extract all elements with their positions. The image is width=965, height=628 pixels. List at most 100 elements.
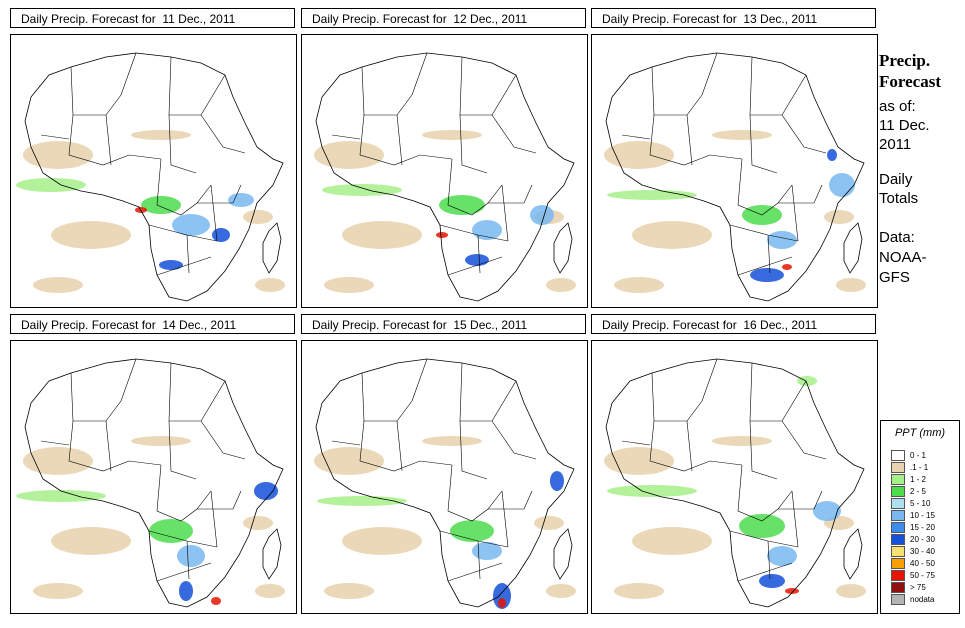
dry-area	[614, 583, 664, 599]
country-border	[186, 540, 190, 580]
dry-area	[422, 436, 482, 446]
rain-area	[177, 545, 205, 567]
legend-label: .1 - 1	[910, 463, 929, 472]
country-border	[200, 420, 246, 460]
continent-outline	[605, 358, 865, 608]
dry-area	[243, 516, 273, 530]
rain-area	[228, 193, 254, 207]
legend-swatch	[891, 510, 905, 521]
country-border	[411, 358, 428, 402]
rain-area	[159, 260, 183, 270]
legend-swatch	[891, 498, 905, 509]
country-border	[361, 372, 413, 422]
dry-area	[632, 527, 712, 555]
country-border	[781, 114, 827, 154]
rain-area	[172, 214, 210, 236]
forecast-date-line1: 11 Dec.	[879, 117, 930, 134]
rain-area	[607, 485, 697, 497]
country-border	[447, 256, 503, 276]
madagascar-outline	[843, 528, 863, 580]
legend-label: > 75	[910, 583, 926, 592]
country-border	[686, 420, 693, 472]
country-border	[105, 114, 112, 166]
panel-title: Daily Precip. Forecast for 12 Dec., 2011	[301, 8, 586, 28]
panel-title: Daily Precip. Forecast for 13 Dec., 2011	[591, 8, 876, 28]
legend-label: 5 - 10	[910, 499, 931, 508]
country-border	[459, 362, 517, 422]
panel-title: Daily Precip. Forecast for 11 Dec., 2011	[10, 8, 295, 28]
rain-area	[149, 519, 193, 543]
dry-area	[23, 447, 93, 475]
madagascar-outline	[262, 528, 282, 580]
rain-area	[607, 190, 697, 200]
dry-area	[604, 447, 674, 475]
heading-forecast: Forecast	[879, 72, 941, 91]
continent-outline	[605, 52, 865, 302]
country-border	[197, 184, 242, 204]
rain-area	[179, 581, 193, 601]
dry-area	[255, 584, 285, 598]
legend-title: PPT (mm)	[894, 427, 946, 439]
legend-label: 10 - 15	[910, 511, 935, 520]
country-border	[70, 372, 122, 422]
rain-area	[785, 588, 799, 594]
legend-swatch	[891, 474, 905, 485]
rain-area	[317, 496, 407, 506]
continent-outline	[24, 358, 284, 608]
country-border	[168, 362, 226, 422]
madagascar-outline	[553, 222, 573, 274]
legend-label: 15 - 20	[910, 523, 935, 532]
country-border	[686, 114, 693, 166]
dry-area	[51, 221, 131, 249]
dry-area	[342, 527, 422, 555]
country-border	[459, 420, 488, 480]
panel-title: Daily Precip. Forecast for 15 Dec., 2011	[301, 314, 586, 334]
country-border	[491, 420, 537, 460]
legend-swatch	[891, 486, 905, 497]
dry-area	[546, 278, 576, 292]
forecast-panel-5: Daily Precip. Forecast for 15 Dec., 2011	[301, 314, 588, 614]
precip-legend: PPT (mm) 0 - 1 .1 - 1 1 - 2 2 - 5 5 - 10 10 -…	[880, 420, 960, 614]
country-border	[447, 562, 503, 582]
legend-label: 30 - 40	[910, 547, 935, 556]
country-border	[737, 158, 793, 216]
country-border	[40, 440, 70, 446]
country-border	[621, 134, 651, 140]
country-border	[396, 420, 403, 472]
country-border	[331, 440, 361, 446]
country-border	[737, 464, 793, 522]
country-border	[168, 114, 197, 174]
country-border	[70, 66, 122, 116]
country-border	[186, 234, 190, 274]
panel-title: Daily Precip. Forecast for 16 Dec., 2011	[591, 314, 876, 334]
dry-area	[314, 447, 384, 475]
rain-area	[472, 542, 502, 560]
rain-area	[465, 254, 489, 266]
country-border	[396, 114, 403, 166]
rain-area	[750, 268, 784, 282]
dry-area	[836, 278, 866, 292]
legend-label: 0 - 1	[910, 451, 927, 460]
rain-area	[16, 178, 86, 192]
dry-area	[23, 141, 93, 169]
country-border	[459, 114, 488, 174]
country-border	[651, 372, 703, 422]
rain-area	[759, 574, 785, 588]
dry-area	[604, 141, 674, 169]
country-border	[68, 114, 162, 166]
data-source-line1: Data:	[879, 229, 915, 246]
legend-label: 40 - 50	[910, 559, 935, 568]
rain-area	[450, 520, 494, 542]
rain-area	[212, 228, 230, 242]
country-border	[477, 540, 481, 580]
dry-area	[534, 516, 564, 530]
legend-swatch	[891, 450, 905, 461]
rain-area	[530, 205, 554, 225]
country-border	[477, 234, 481, 274]
country-border	[120, 358, 137, 402]
dry-area	[712, 130, 772, 140]
totals-line1: Daily	[879, 171, 913, 188]
rain-area	[767, 231, 797, 249]
forecast-panel-4: Daily Precip. Forecast for 14 Dec., 2011	[10, 314, 297, 614]
legend-label: 50 - 75	[910, 571, 935, 580]
